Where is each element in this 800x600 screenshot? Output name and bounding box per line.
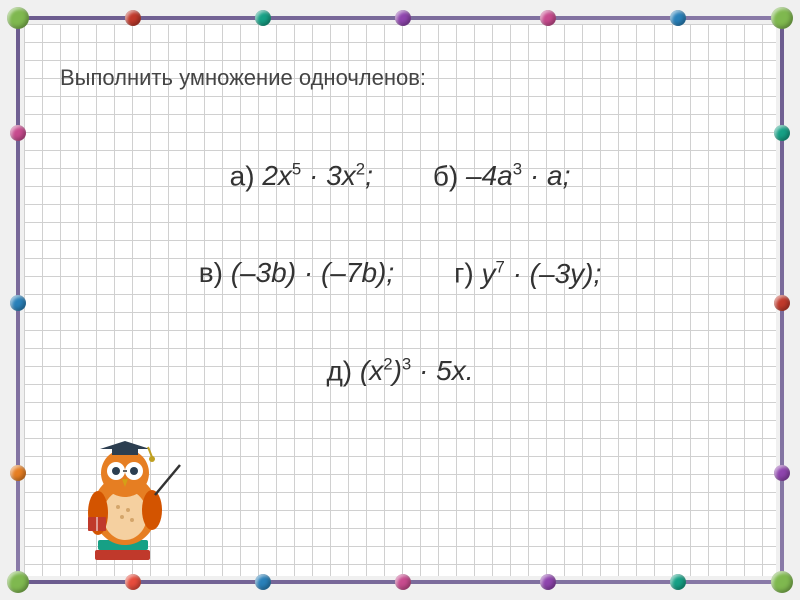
problem-g: г) y7 · (–3y); <box>454 257 601 289</box>
border-bead <box>395 574 411 590</box>
border-bead <box>125 574 141 590</box>
border-bead <box>540 574 556 590</box>
problem-a: а) 2x5 · 3x2; <box>230 160 373 192</box>
problem-v: в) (–3b) · (–7b); <box>199 257 394 289</box>
problem-d: д) (x2)3 · 5x. <box>326 355 473 387</box>
title: Выполнить умножение одночленов: <box>60 65 426 91</box>
border-bead <box>774 125 790 141</box>
border-bead <box>255 574 271 590</box>
border-bead <box>670 574 686 590</box>
owl-illustration <box>70 435 190 565</box>
problem-b: б) –4a3 · a; <box>433 160 570 192</box>
math-problems: а) 2x5 · 3x2; б) –4a3 · a; в) (–3b) · (–… <box>0 160 800 452</box>
border-bead <box>774 465 790 481</box>
